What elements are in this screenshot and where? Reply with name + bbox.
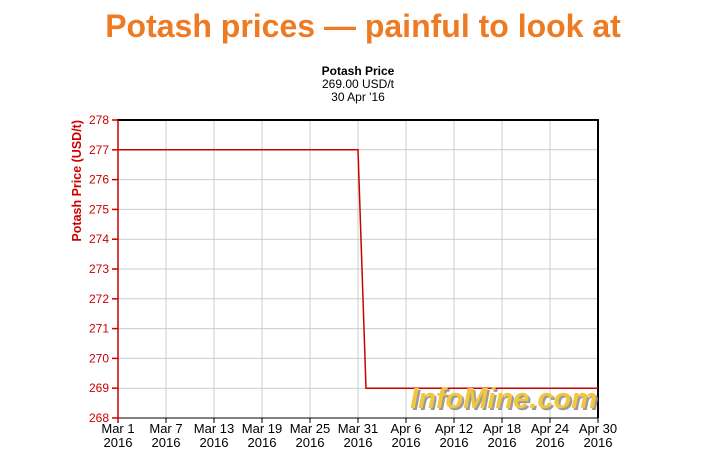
y-tick-label: 271 (89, 322, 109, 336)
x-tick-year-label: 2016 (392, 435, 421, 450)
x-tick-label: Mar 7 (149, 421, 182, 436)
chart-latest-price: 269.00 USD/t (321, 77, 395, 91)
x-tick-year-label: 2016 (248, 435, 277, 450)
x-tick-year-label: 2016 (152, 435, 181, 450)
x-tick-label: Apr 12 (435, 421, 473, 436)
price-line-series (118, 149, 598, 389)
y-axis-title: Potash Price (USD/t) (70, 120, 84, 242)
y-tick-label: 270 (89, 351, 109, 365)
x-tick-year-label: 2016 (584, 435, 613, 450)
x-tick-year-label: 2016 (344, 435, 373, 450)
x-tick-year-label: 2016 (440, 435, 469, 450)
y-tick-label: 274 (89, 232, 109, 246)
x-tick-year-label: 2016 (296, 435, 325, 450)
x-tick-year-label: 2016 (536, 435, 565, 450)
x-tick-label: Mar 13 (194, 421, 234, 436)
chart-latest-date: 30 Apr '16 (331, 90, 385, 104)
page-headline: Potash prices — painful to look at (105, 8, 621, 44)
x-tick-label: Mar 31 (338, 421, 378, 436)
y-tick-label: 278 (89, 113, 109, 127)
x-tick-year-label: 2016 (488, 435, 517, 450)
x-tick-label: Apr 6 (390, 421, 421, 436)
infomine-watermark: InfoMine.com (410, 383, 597, 415)
chart-title-block: Potash Price 269.00 USD/t 30 Apr '16 (118, 65, 598, 104)
x-tick-year-label: 2016 (200, 435, 229, 450)
y-tick-label: 277 (89, 143, 109, 157)
x-tick-label: Apr 24 (531, 421, 569, 436)
x-tick-label: Mar 25 (290, 421, 330, 436)
x-tick-label: Apr 18 (483, 421, 521, 436)
x-tick-label: Apr 30 (579, 421, 617, 436)
x-tick-label: Mar 1 (101, 421, 134, 436)
y-tick-label: 268 (89, 411, 109, 425)
y-tick-label: 276 (89, 173, 109, 187)
x-tick-year-label: 2016 (104, 435, 133, 450)
y-tick-label: 272 (89, 292, 109, 306)
y-tick-label: 269 (89, 381, 109, 395)
y-tick-label: 275 (89, 202, 109, 216)
chart-title: Potash Price (321, 64, 395, 78)
x-tick-label: Mar 19 (242, 421, 282, 436)
y-tick-label: 273 (89, 262, 109, 276)
